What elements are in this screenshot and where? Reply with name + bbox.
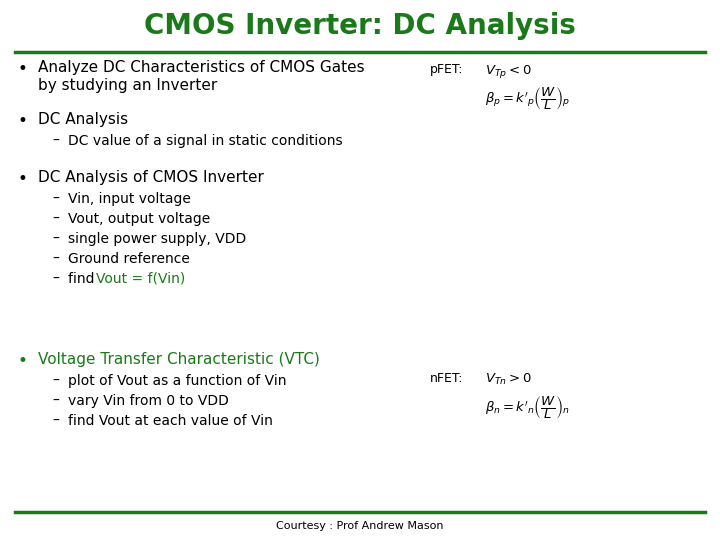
Text: Vout = f(Vin): Vout = f(Vin) xyxy=(96,272,185,286)
Text: •: • xyxy=(18,112,28,130)
Text: Courtesy : Prof Andrew Mason: Courtesy : Prof Andrew Mason xyxy=(276,521,444,531)
Text: pFET:: pFET: xyxy=(430,63,464,76)
Text: find Vout at each value of Vin: find Vout at each value of Vin xyxy=(68,414,273,428)
Text: find: find xyxy=(68,272,99,286)
Text: –: – xyxy=(52,212,59,226)
Text: –: – xyxy=(52,252,59,266)
Text: –: – xyxy=(52,134,59,148)
Text: DC Analysis: DC Analysis xyxy=(38,112,128,127)
Text: $V_{Tp} < 0$: $V_{Tp} < 0$ xyxy=(485,63,532,80)
Text: CMOS Inverter: DC Analysis: CMOS Inverter: DC Analysis xyxy=(144,12,576,40)
Text: nFET:: nFET: xyxy=(430,372,464,385)
Text: plot of Vout as a function of Vin: plot of Vout as a function of Vin xyxy=(68,374,287,388)
Text: $\beta_p = k'_p \left(\dfrac{W}{L}\right)_p$: $\beta_p = k'_p \left(\dfrac{W}{L}\right… xyxy=(485,85,570,112)
Text: single power supply, VDD: single power supply, VDD xyxy=(68,232,246,246)
Text: –: – xyxy=(52,272,59,286)
Text: $\beta_n = k'_n \left(\dfrac{W}{L}\right)_n$: $\beta_n = k'_n \left(\dfrac{W}{L}\right… xyxy=(485,394,570,421)
Text: –: – xyxy=(52,232,59,246)
Text: Analyze DC Characteristics of CMOS Gates: Analyze DC Characteristics of CMOS Gates xyxy=(38,60,364,75)
Text: by studying an Inverter: by studying an Inverter xyxy=(38,78,217,93)
Text: –: – xyxy=(52,192,59,206)
Text: –: – xyxy=(52,374,59,388)
Text: –: – xyxy=(52,394,59,408)
Text: •: • xyxy=(18,352,28,370)
Text: •: • xyxy=(18,60,28,78)
Text: vary Vin from 0 to VDD: vary Vin from 0 to VDD xyxy=(68,394,229,408)
Text: Ground reference: Ground reference xyxy=(68,252,190,266)
Text: Vout, output voltage: Vout, output voltage xyxy=(68,212,210,226)
Text: Voltage Transfer Characteristic (VTC): Voltage Transfer Characteristic (VTC) xyxy=(38,352,320,367)
Text: DC Analysis of CMOS Inverter: DC Analysis of CMOS Inverter xyxy=(38,170,264,185)
Text: DC value of a signal in static conditions: DC value of a signal in static condition… xyxy=(68,134,343,148)
Text: Vin, input voltage: Vin, input voltage xyxy=(68,192,191,206)
Text: –: – xyxy=(52,414,59,428)
Text: •: • xyxy=(18,170,28,188)
Text: $V_{Tn} > 0$: $V_{Tn} > 0$ xyxy=(485,372,532,387)
